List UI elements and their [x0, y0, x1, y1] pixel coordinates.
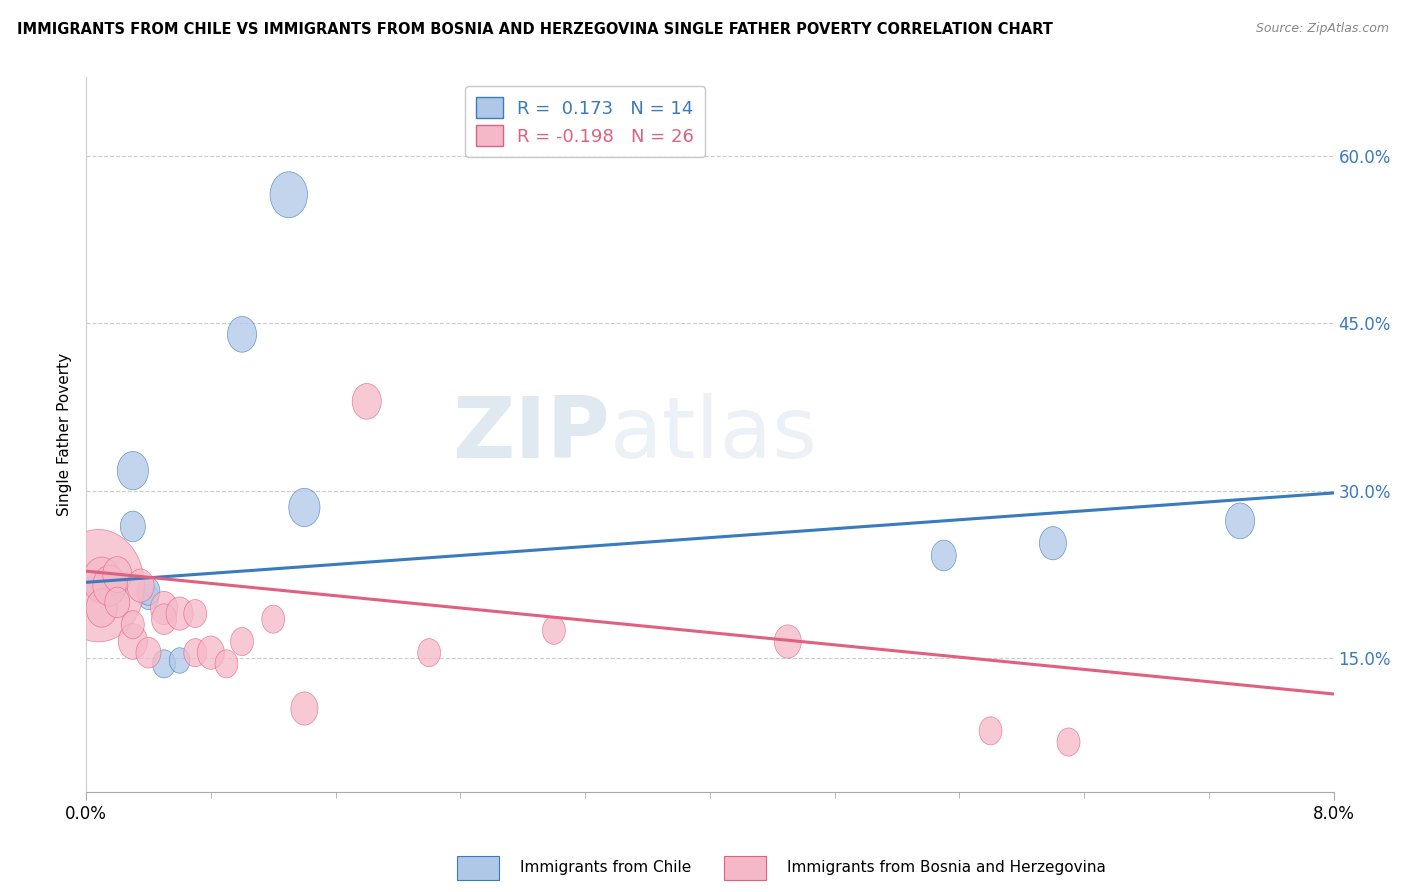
Ellipse shape [270, 172, 308, 218]
Ellipse shape [166, 597, 193, 630]
Ellipse shape [127, 569, 155, 602]
Ellipse shape [105, 587, 129, 618]
Ellipse shape [262, 605, 284, 633]
Ellipse shape [543, 616, 565, 644]
Ellipse shape [775, 625, 801, 658]
Text: Source: ZipAtlas.com: Source: ZipAtlas.com [1256, 22, 1389, 36]
Ellipse shape [215, 649, 238, 678]
Ellipse shape [979, 717, 1002, 745]
Ellipse shape [136, 577, 160, 606]
Ellipse shape [121, 611, 145, 639]
Text: ZIP: ZIP [453, 393, 610, 476]
Ellipse shape [121, 511, 145, 541]
Legend: R =  0.173   N = 14, R = -0.198   N = 26: R = 0.173 N = 14, R = -0.198 N = 26 [465, 87, 706, 157]
Ellipse shape [136, 638, 160, 668]
Ellipse shape [93, 566, 127, 606]
Ellipse shape [83, 558, 121, 603]
Ellipse shape [53, 530, 145, 642]
Text: IMMIGRANTS FROM CHILE VS IMMIGRANTS FROM BOSNIA AND HERZEGOVINA SINGLE FATHER PO: IMMIGRANTS FROM CHILE VS IMMIGRANTS FROM… [17, 22, 1053, 37]
Text: Immigrants from Bosnia and Herzegovina: Immigrants from Bosnia and Herzegovina [787, 860, 1107, 874]
Ellipse shape [1057, 728, 1080, 756]
Ellipse shape [138, 584, 159, 609]
Ellipse shape [184, 599, 207, 628]
Ellipse shape [169, 648, 190, 673]
Ellipse shape [117, 451, 149, 490]
Ellipse shape [103, 557, 132, 592]
Ellipse shape [1039, 526, 1066, 560]
Ellipse shape [86, 589, 117, 627]
Ellipse shape [353, 384, 381, 419]
Ellipse shape [87, 572, 110, 599]
Ellipse shape [153, 649, 176, 678]
Ellipse shape [228, 317, 256, 352]
Ellipse shape [1226, 503, 1254, 539]
Ellipse shape [150, 591, 177, 624]
Ellipse shape [184, 639, 207, 666]
Ellipse shape [107, 573, 128, 599]
Ellipse shape [152, 604, 177, 634]
Text: Immigrants from Chile: Immigrants from Chile [520, 860, 692, 874]
Ellipse shape [118, 624, 148, 659]
Ellipse shape [931, 541, 956, 571]
Ellipse shape [418, 639, 440, 666]
Ellipse shape [231, 627, 253, 656]
Ellipse shape [291, 692, 318, 725]
Ellipse shape [197, 636, 225, 669]
Y-axis label: Single Father Poverty: Single Father Poverty [58, 353, 72, 516]
Text: atlas: atlas [610, 393, 818, 476]
Ellipse shape [288, 488, 321, 526]
